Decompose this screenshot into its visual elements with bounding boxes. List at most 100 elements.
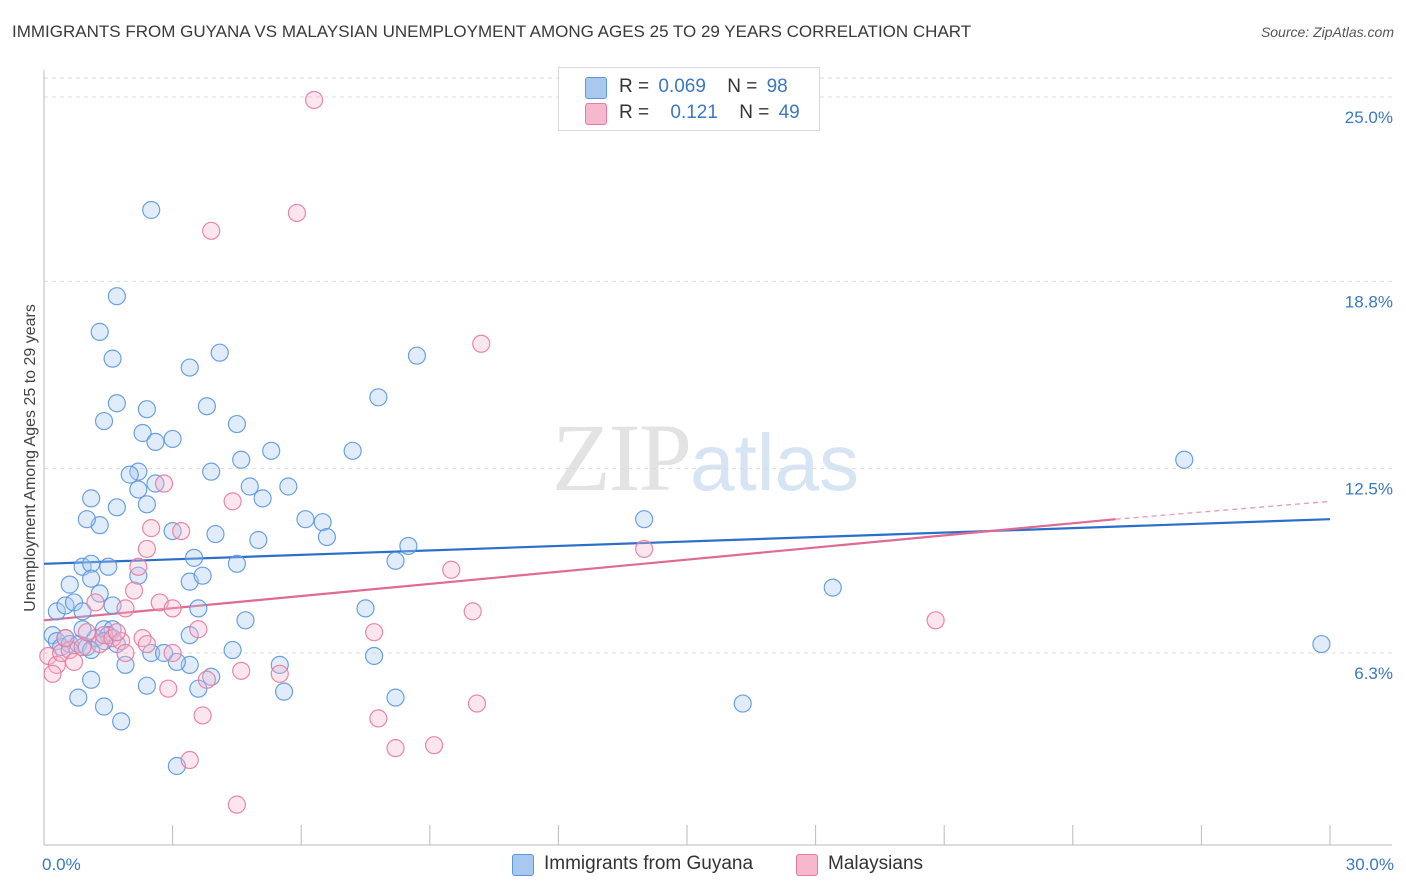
malaysian-point (364, 623, 384, 642)
legend-swatch-guyana (585, 77, 607, 99)
guyana-point (202, 462, 221, 481)
guyana-point (240, 477, 259, 496)
malaysian-point (142, 519, 161, 538)
malaysian-point (227, 795, 246, 814)
guyana-point (90, 584, 109, 603)
legend-r-value: 0.069 (658, 76, 706, 97)
malaysian-point (472, 334, 491, 353)
guyana-point (197, 397, 216, 416)
malaysian-point (172, 521, 191, 541)
guyana-point (253, 489, 272, 508)
guyana-point (73, 602, 92, 621)
guyana-point (99, 557, 118, 576)
bottom-legend-label-guyana: Immigrants from Guyana (544, 853, 754, 874)
malaysian-point (180, 750, 199, 770)
malaysian-point (304, 90, 324, 110)
legend-r-value: 0.121 (670, 102, 718, 123)
malaysian-point (424, 736, 444, 755)
guyana-point (193, 566, 212, 585)
guyana-point (733, 694, 752, 713)
guyana-point (223, 640, 242, 660)
guyana-point (137, 495, 156, 514)
malaysian-point (116, 643, 135, 663)
malaysian-point (287, 203, 307, 223)
legend-swatch-malaysians (585, 103, 607, 125)
malaysian-point (137, 634, 156, 654)
guyana-point (262, 441, 281, 460)
guyana-point (167, 652, 186, 672)
watermark-atlas: atlas (690, 418, 859, 507)
malaysian-point (154, 474, 174, 493)
guyana-point (94, 411, 114, 431)
malaysian-point (926, 611, 945, 630)
guyana-point (279, 477, 298, 496)
guyana-point (69, 688, 88, 707)
malaysian-point (116, 599, 135, 618)
malaysian-point (163, 599, 182, 618)
stats-legend: R = 0.069 N = 98 R = 0.121 N = 49 (558, 67, 820, 131)
malaysian-point (197, 670, 216, 689)
guyana-point (77, 510, 96, 529)
guyana-point (296, 510, 315, 529)
guyana-point (82, 554, 101, 573)
guyana-point (137, 400, 156, 419)
source-label: Source: ZipAtlas.com (1260, 24, 1394, 40)
guyana-point (386, 551, 405, 570)
malaysian-trend-extension (1115, 500, 1331, 520)
guyana-point (163, 429, 182, 449)
guyana-point (635, 510, 654, 529)
guyana-point (184, 548, 204, 567)
chart-title: IMMIGRANTS FROM GUYANA VS MALAYSIAN UNEM… (12, 22, 972, 41)
legend-n-label: N = (727, 76, 758, 97)
guyana-point (227, 414, 246, 434)
malaysian-point (202, 221, 221, 240)
malaysian-point (635, 539, 654, 559)
guyana-point (103, 349, 122, 368)
legend-n-label: N = (739, 102, 770, 123)
malaysian-point (369, 709, 388, 728)
malaysian-point (47, 655, 66, 674)
y-axis-label: Unemployment Among Ages 25 to 29 years (22, 304, 39, 612)
watermark-zip: ZIP (552, 404, 692, 511)
guyana-point (142, 200, 161, 220)
malaysian-point (129, 557, 148, 576)
points-layer (39, 90, 1331, 814)
guyana-point (189, 599, 208, 618)
malaysian-point (189, 620, 208, 639)
malaysian-point (467, 694, 487, 713)
legend-r-label: R = (619, 76, 650, 97)
guyana-point (82, 670, 101, 689)
guyana-point (133, 423, 152, 443)
guyana-point (227, 554, 246, 573)
malaysian-point (442, 560, 461, 579)
guyana-point (94, 697, 114, 716)
y-tick-label: 6.3% (1354, 664, 1393, 683)
guyana-point (386, 688, 405, 707)
guyana-point (206, 524, 225, 544)
guyana-point (137, 676, 156, 695)
malaysian-point (73, 637, 92, 657)
malaysian-point (232, 661, 251, 680)
malaysian-point (107, 623, 126, 642)
malaysian-point (270, 664, 289, 683)
malaysian-point (193, 706, 212, 725)
guyana-point (180, 358, 199, 377)
legend-n-value: 49 (778, 102, 800, 123)
grid-layer (44, 77, 1392, 654)
malaysian-point (86, 593, 105, 612)
guyana-point (142, 643, 161, 663)
guyana-trend-line (43, 518, 1331, 565)
malaysian-point (64, 652, 84, 672)
malaysian-point (223, 492, 242, 511)
legend-text-malaysians: R = 0.121 N = 49 (619, 102, 800, 124)
legend-text-guyana: R = 0.069 N = 98 (619, 76, 788, 98)
guyana-point (120, 465, 139, 484)
guyana-point (107, 498, 126, 517)
malaysian-point (159, 679, 178, 698)
malaysian-trend-line (43, 518, 1116, 622)
guyana-point (1312, 634, 1331, 654)
malaysian-point (43, 664, 62, 683)
guyana-point (317, 527, 337, 547)
guyana-point (232, 450, 251, 469)
guyana-point (1175, 450, 1194, 469)
